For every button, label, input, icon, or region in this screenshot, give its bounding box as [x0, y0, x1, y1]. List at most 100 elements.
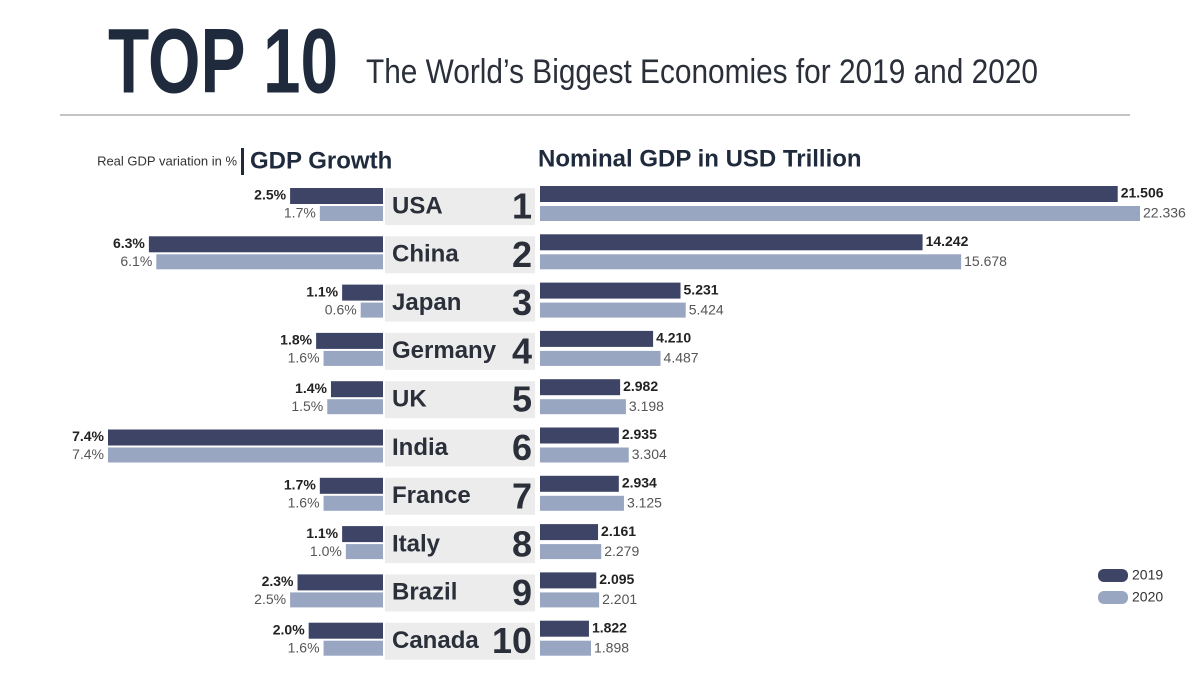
rank-label: 8 — [512, 524, 532, 565]
bar — [323, 350, 383, 366]
value-label: 5.231 — [684, 281, 719, 297]
value-label: 1.5% — [291, 398, 323, 414]
category-label: UK — [392, 386, 427, 413]
category-label: Japan — [392, 289, 461, 316]
category-label: India — [392, 434, 449, 461]
category-label: Italy — [392, 530, 441, 557]
value-label: 2.934 — [622, 475, 657, 491]
chart-title: GDP Growth — [250, 147, 392, 174]
category-label: France — [392, 482, 471, 509]
row-band — [385, 188, 535, 225]
value-label: 1.8% — [280, 332, 312, 348]
value-label: 0.6% — [325, 301, 357, 317]
rank-label: 4 — [512, 330, 532, 371]
value-label: 4.487 — [664, 350, 699, 366]
bar — [540, 495, 624, 511]
value-label: 15.678 — [964, 253, 1007, 269]
value-label: 7.4% — [72, 446, 104, 462]
value-label: 21.506 — [1121, 185, 1164, 201]
value-label: 1.6% — [288, 350, 320, 366]
bar — [540, 620, 589, 637]
value-label: 2.095 — [599, 571, 634, 587]
legend-swatch — [1098, 591, 1128, 604]
value-label: 7.4% — [72, 428, 104, 444]
value-label: 2.279 — [604, 543, 639, 559]
bar — [342, 284, 383, 301]
value-label: 3.304 — [632, 446, 667, 462]
value-label: 5.424 — [689, 301, 724, 317]
bar — [540, 379, 621, 396]
main-title: TOP 10 — [108, 10, 338, 112]
bar — [330, 381, 383, 398]
bar — [290, 592, 383, 608]
value-label: 2.982 — [623, 378, 658, 394]
value-label: 22.336 — [1143, 205, 1186, 221]
bar — [290, 188, 383, 204]
value-label: 1.7% — [284, 205, 316, 221]
legend-label: 2020 — [1132, 589, 1163, 605]
bar — [540, 592, 600, 608]
bar — [323, 495, 383, 511]
rank-label: 10 — [492, 620, 532, 661]
bar — [540, 302, 686, 318]
legend-label: 2019 — [1132, 567, 1163, 583]
bar — [297, 574, 383, 591]
bar — [156, 254, 383, 270]
row-band — [385, 622, 535, 660]
bar — [540, 447, 629, 463]
row-band — [385, 284, 535, 322]
row-band — [385, 477, 535, 515]
bar — [540, 572, 597, 589]
value-label: 2.161 — [601, 523, 636, 539]
value-label: 2.5% — [254, 187, 286, 203]
legend-swatch — [1098, 569, 1128, 582]
axis-label: Real GDP variation in % — [97, 153, 237, 168]
bar — [540, 544, 602, 560]
value-label: 1.4% — [295, 380, 327, 396]
subtitle: The World’s Biggest Economies for 2019 a… — [366, 53, 1038, 91]
value-label: 1.898 — [594, 639, 629, 655]
row-band — [385, 236, 535, 274]
value-label: 2.935 — [622, 426, 657, 442]
bar — [319, 477, 383, 494]
rank-label: 6 — [512, 427, 532, 468]
bar — [540, 350, 661, 366]
bar — [540, 254, 962, 270]
bar — [540, 427, 619, 444]
bar — [323, 640, 383, 656]
value-label: 14.242 — [926, 233, 969, 249]
row-band — [385, 526, 535, 564]
value-label: 3.125 — [627, 495, 662, 511]
bar — [540, 475, 619, 492]
bar — [342, 526, 383, 543]
bar — [308, 622, 383, 639]
bar — [316, 332, 383, 349]
value-label: 1.6% — [288, 495, 320, 511]
bar — [108, 447, 383, 463]
value-label: 1.0% — [310, 543, 342, 559]
bar — [319, 206, 383, 221]
bar — [108, 429, 383, 446]
bar — [540, 330, 654, 347]
category-label: Germany — [392, 337, 497, 364]
bar — [540, 524, 599, 541]
value-label: 6.1% — [120, 253, 152, 269]
rank-label: 9 — [512, 572, 532, 613]
bar — [540, 640, 591, 656]
rank-label: 3 — [512, 282, 532, 323]
bar — [148, 236, 383, 253]
row-band — [385, 332, 535, 370]
rank-label: 5 — [512, 379, 532, 420]
category-label: USA — [392, 192, 443, 219]
category-label: Canada — [392, 627, 479, 654]
value-label: 2.0% — [273, 621, 305, 637]
bar — [540, 234, 923, 251]
value-label: 3.198 — [629, 398, 664, 414]
rank-label: 1 — [512, 186, 532, 227]
bar — [360, 302, 383, 318]
value-label: 4.210 — [656, 330, 691, 346]
value-label: 1.1% — [306, 525, 338, 541]
value-label: 6.3% — [113, 235, 145, 251]
value-label: 1.1% — [306, 283, 338, 299]
